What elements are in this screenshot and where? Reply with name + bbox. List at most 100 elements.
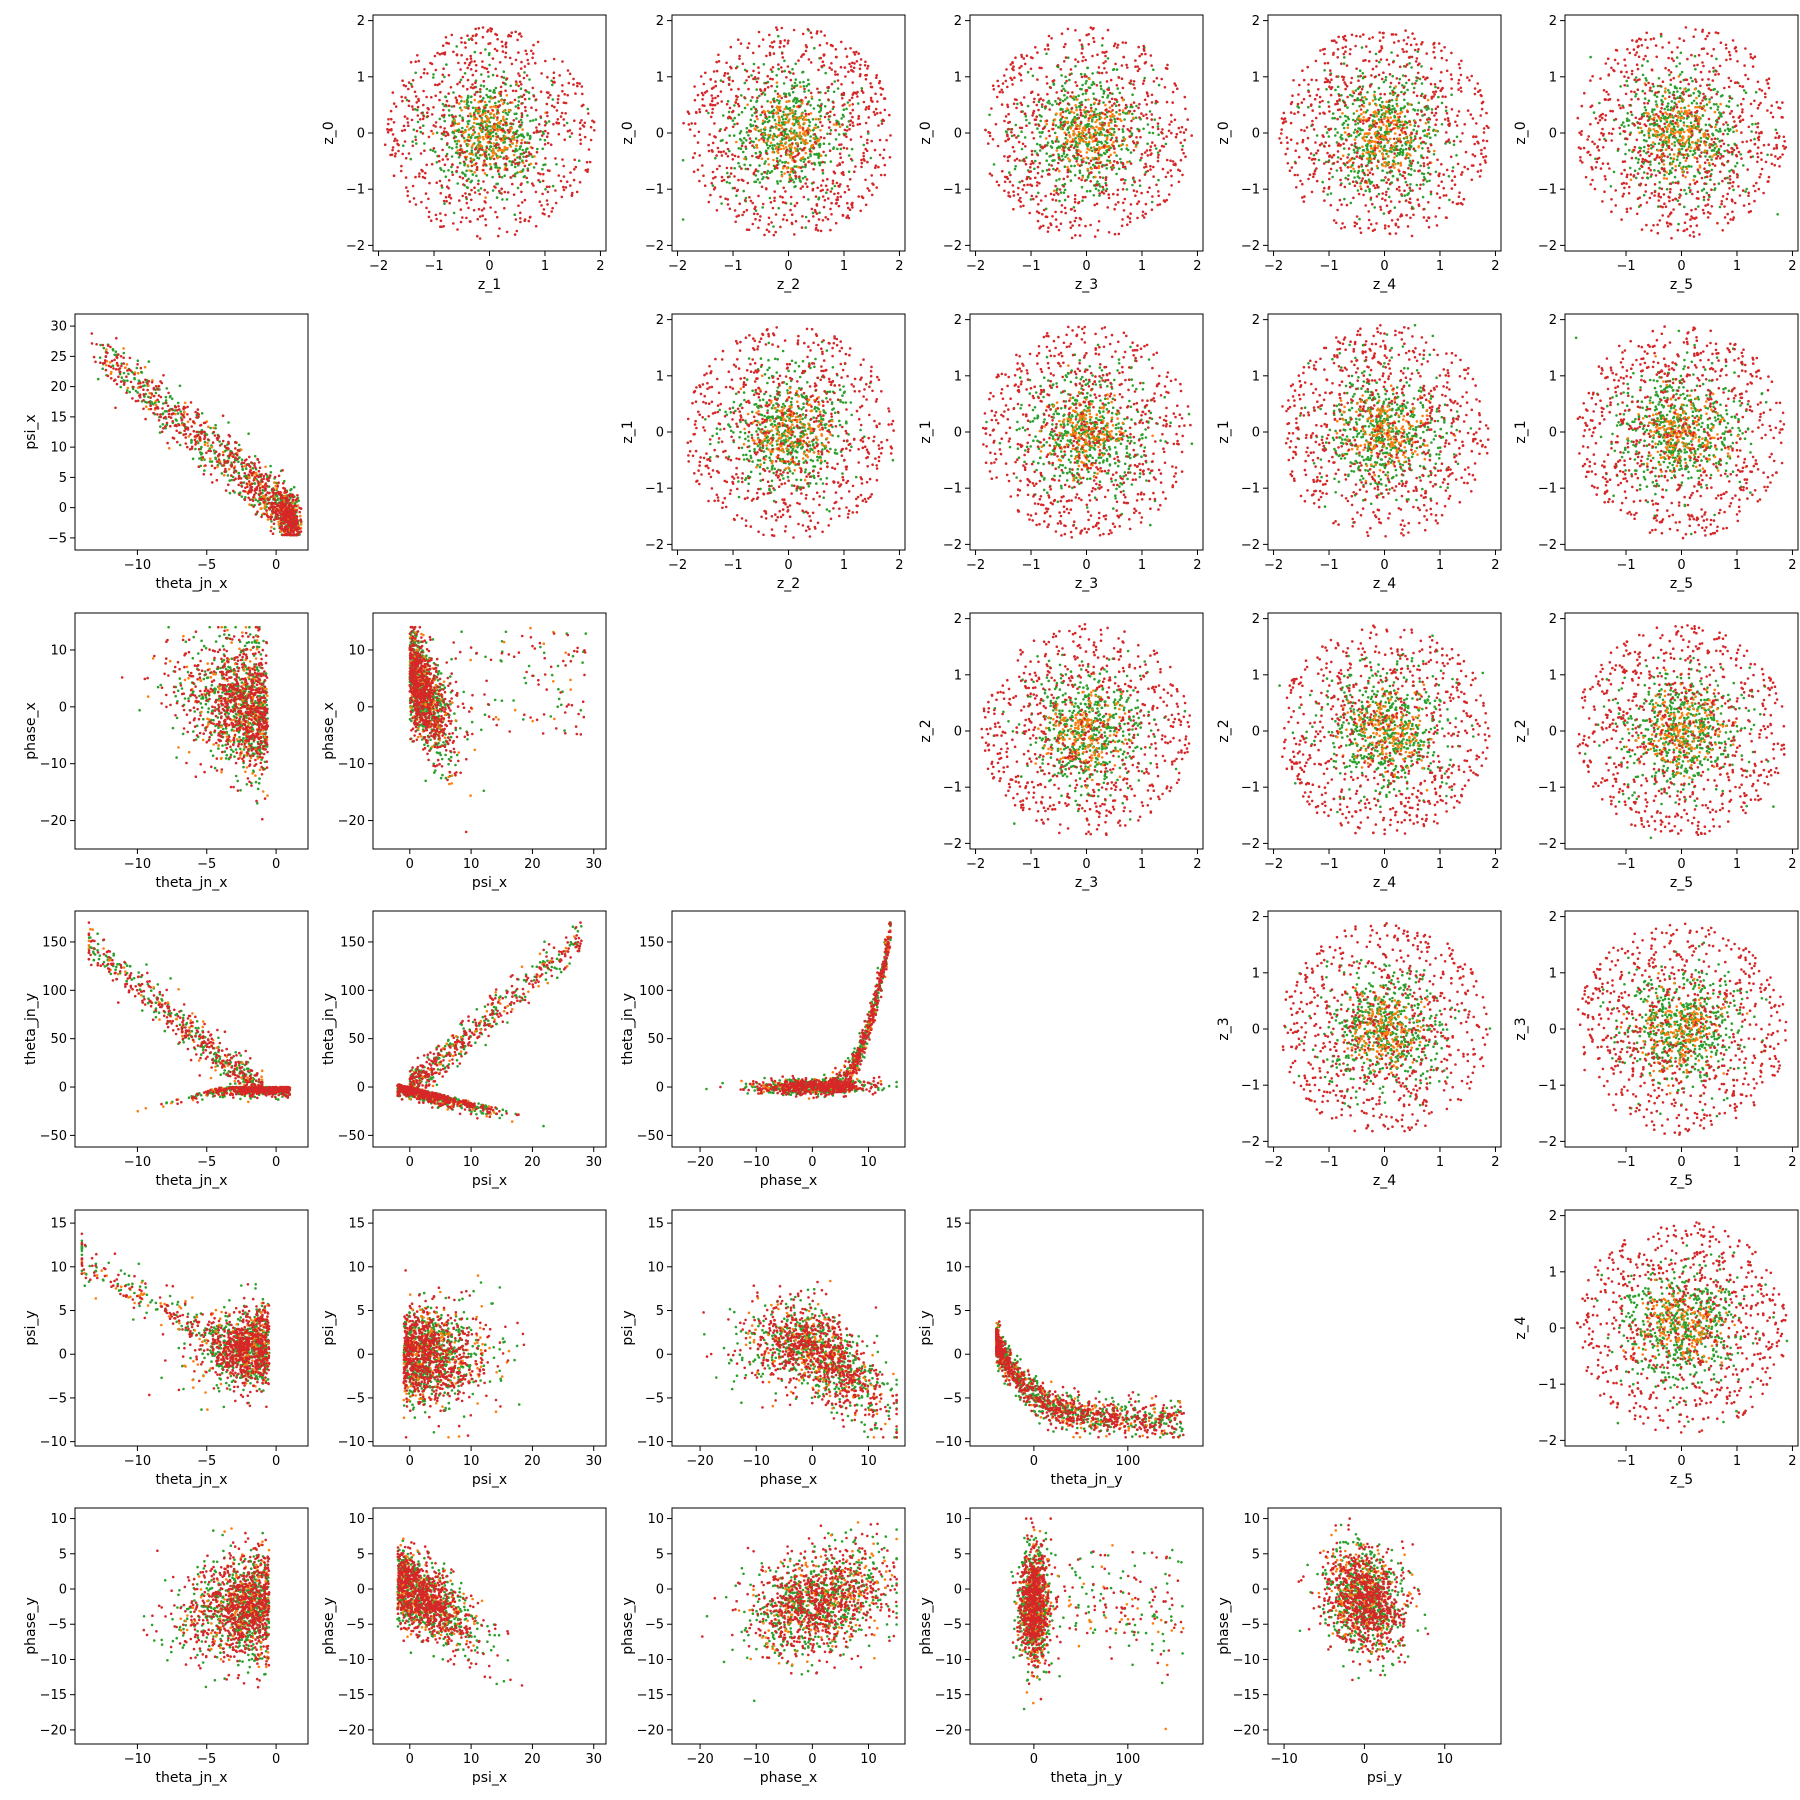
scatter-point bbox=[474, 28, 477, 31]
scatter-point bbox=[487, 75, 490, 78]
scatter-point bbox=[473, 126, 476, 129]
scatter-point bbox=[467, 123, 470, 126]
scatter-point bbox=[417, 121, 420, 124]
scatter-point bbox=[528, 98, 531, 101]
scatter-point bbox=[464, 72, 467, 75]
scatter-point bbox=[516, 136, 519, 139]
scatter-point bbox=[443, 170, 446, 173]
scatter-point bbox=[569, 135, 572, 138]
scatter-point bbox=[477, 179, 480, 182]
scatter-point bbox=[512, 90, 515, 93]
scatter-point bbox=[470, 95, 473, 98]
scatter-point bbox=[505, 118, 508, 121]
scatter-point bbox=[473, 99, 476, 102]
scatter-point bbox=[526, 134, 529, 137]
scatter-point bbox=[508, 160, 511, 163]
scatter-point bbox=[530, 163, 533, 166]
scatter-point bbox=[515, 145, 518, 148]
scatter-point bbox=[523, 136, 526, 139]
scatter-point bbox=[467, 136, 470, 139]
scatter-point bbox=[576, 85, 579, 88]
scatter-panel-0-1: −2 −1 0 1 2−2−1012z_1z_0 bbox=[321, 14, 606, 293]
scatter-point bbox=[458, 128, 461, 131]
scatter-point bbox=[519, 145, 522, 148]
scatter-point bbox=[488, 153, 491, 156]
scatter-point bbox=[506, 102, 509, 105]
scatter-point bbox=[460, 79, 463, 82]
scatter-point bbox=[533, 155, 536, 158]
scatter-point bbox=[499, 155, 502, 158]
scatter-point bbox=[504, 56, 507, 59]
scatter-point bbox=[457, 149, 460, 152]
scatter-point bbox=[474, 81, 477, 84]
scatter-point bbox=[487, 96, 490, 99]
scatter-point bbox=[528, 91, 531, 94]
scatter-point bbox=[496, 119, 499, 122]
scatter-point bbox=[512, 135, 515, 138]
scatter-point bbox=[552, 98, 555, 101]
scatter-point bbox=[452, 91, 455, 94]
scatter-point bbox=[472, 133, 475, 136]
scatter-point bbox=[498, 173, 501, 176]
scatter-point bbox=[541, 148, 544, 151]
scatter-point bbox=[489, 145, 492, 148]
scatter-point bbox=[469, 136, 472, 139]
scatter-point bbox=[504, 83, 507, 86]
scatter-point bbox=[484, 196, 487, 199]
scatter-point bbox=[443, 127, 446, 130]
scatter-point bbox=[478, 110, 481, 113]
scatter-point bbox=[466, 99, 469, 102]
scatter-point bbox=[448, 109, 451, 112]
scatter-point bbox=[443, 120, 446, 123]
scatter-point bbox=[473, 122, 476, 125]
scatter-point bbox=[445, 63, 448, 66]
scatter-point bbox=[432, 73, 435, 76]
scatter-point bbox=[476, 110, 479, 113]
scatter-point bbox=[544, 188, 547, 191]
scatter-point bbox=[526, 114, 529, 117]
scatter-point bbox=[472, 143, 475, 146]
scatter-point bbox=[535, 118, 538, 121]
scatter-point bbox=[406, 117, 409, 120]
scatter-point bbox=[459, 162, 462, 165]
scatter-point bbox=[442, 74, 445, 77]
scatter-point bbox=[462, 76, 465, 79]
scatter-point bbox=[483, 80, 486, 83]
scatter-point bbox=[578, 159, 581, 162]
scatter-point bbox=[532, 119, 535, 122]
scatter-point bbox=[445, 96, 448, 99]
scatter-point bbox=[464, 175, 467, 178]
scatter-point bbox=[485, 149, 488, 152]
scatter-point bbox=[469, 152, 472, 155]
scatter-point bbox=[455, 146, 458, 149]
scatter-point bbox=[529, 136, 532, 139]
scatter-point bbox=[482, 138, 485, 141]
scatter-point bbox=[491, 109, 494, 112]
scatter-point bbox=[515, 112, 518, 115]
scatter-point bbox=[491, 176, 494, 179]
scatter-point bbox=[452, 131, 455, 134]
scatter-point bbox=[515, 80, 518, 83]
scatter-point bbox=[513, 213, 516, 216]
scatter-point bbox=[492, 135, 495, 138]
scatter-point bbox=[479, 95, 482, 98]
scatter-point bbox=[506, 198, 509, 201]
scatter-point bbox=[445, 196, 448, 199]
scatter-point bbox=[520, 153, 523, 156]
scatter-point bbox=[490, 112, 493, 115]
scatter-point bbox=[477, 139, 480, 142]
scatter-point bbox=[452, 115, 455, 118]
scatter-point bbox=[439, 118, 442, 121]
scatter-point bbox=[503, 148, 506, 151]
scatter-point bbox=[471, 180, 474, 183]
scatter-point bbox=[494, 152, 497, 155]
scatter-point bbox=[521, 128, 524, 131]
scatter-point bbox=[445, 200, 448, 203]
scatter-point bbox=[480, 187, 483, 190]
scatter-point bbox=[479, 91, 482, 94]
scatter-point bbox=[514, 166, 517, 169]
scatter-point bbox=[497, 156, 500, 159]
scatter-point bbox=[489, 163, 492, 166]
scatter-point bbox=[476, 156, 479, 159]
scatter-point bbox=[475, 42, 478, 45]
